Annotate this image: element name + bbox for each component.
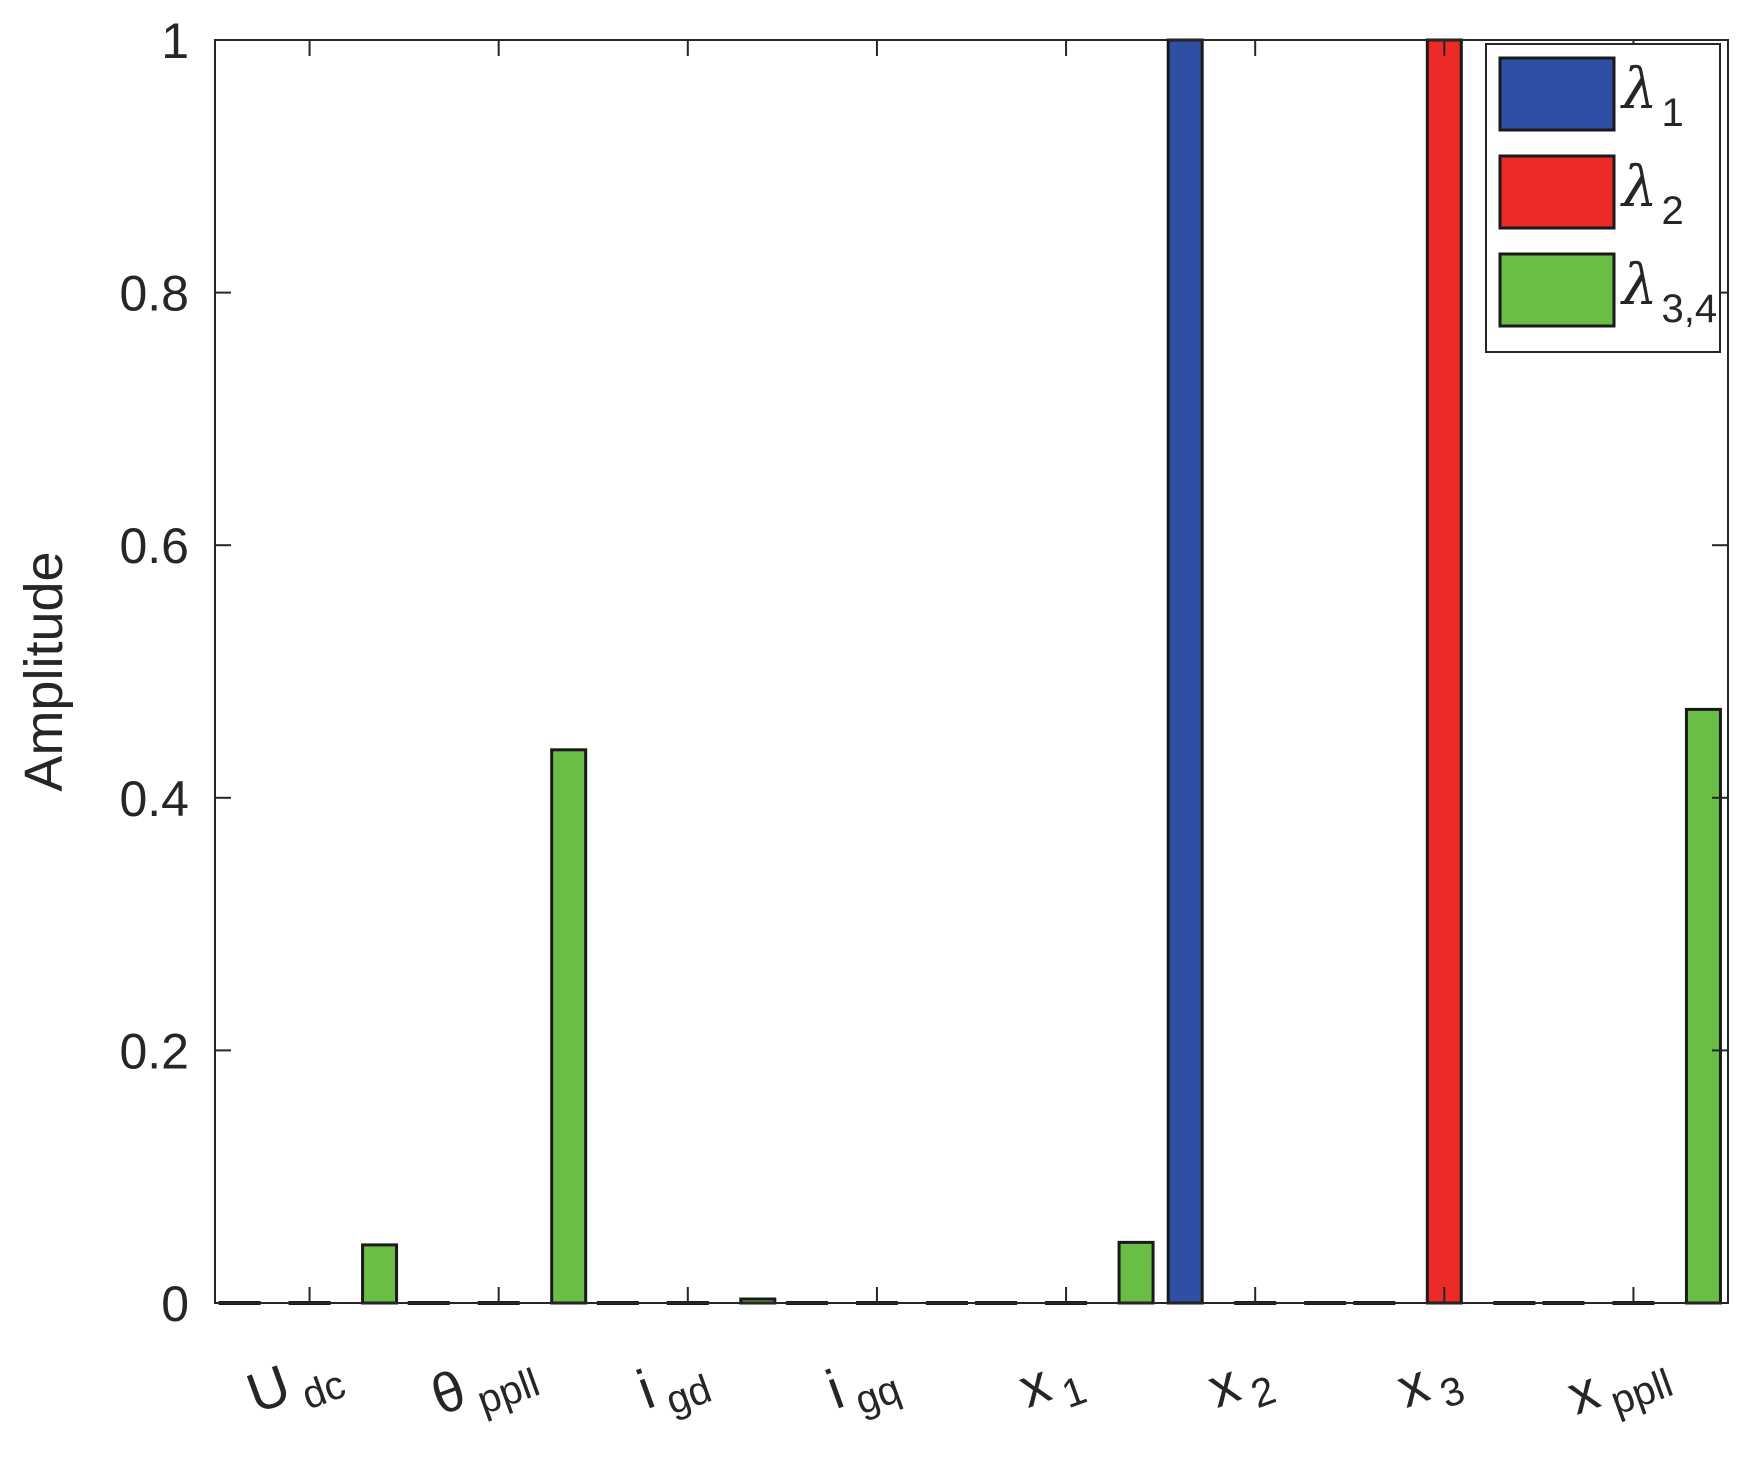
x-tick-label: xppll — [1559, 1333, 1679, 1437]
x-tick-label: x3 — [1389, 1340, 1471, 1430]
legend-swatch-0 — [1498, 56, 1616, 132]
x-tick-label-main: x — [1199, 1351, 1247, 1420]
y-tick-label: 0.2 — [119, 1023, 189, 1079]
legend: λ 1 λ 2 λ 3,4 — [1485, 43, 1721, 353]
y-axis-label: Amplitude — [14, 551, 74, 791]
x-tick-label: igd — [629, 1339, 717, 1431]
x-tick-label-main: x — [1010, 1351, 1058, 1420]
x-tick-label: θppll — [423, 1332, 545, 1437]
legend-swatch-2 — [1498, 252, 1616, 328]
y-tick-label: 0.8 — [119, 266, 189, 322]
y-tick-label: 0.6 — [119, 518, 189, 574]
y-tick-label: 0 — [161, 1276, 189, 1332]
x-tick-label-main: i — [818, 1357, 851, 1420]
x-tick-label: Udc — [239, 1334, 351, 1435]
bar-1-6 — [1425, 38, 1463, 1305]
bar-2-0 — [361, 1243, 399, 1305]
y-tick-labels: 0 0.2 0.4 0.6 0.8 1 — [119, 13, 189, 1332]
x-tick-label: igq — [818, 1339, 906, 1431]
x-tick-label-main: U — [239, 1352, 299, 1425]
bar-2-4 — [1117, 1240, 1155, 1305]
x-tick-label-sub: gq — [849, 1367, 906, 1424]
x-tick-label-sub: 2 — [1245, 1368, 1281, 1417]
x-tick-label: x1 — [1010, 1340, 1092, 1430]
bar-0-5 — [1166, 38, 1204, 1305]
x-tick-label: x2 — [1199, 1340, 1281, 1430]
x-tick-label-sub: gd — [660, 1367, 717, 1424]
x-tick-label-sub: 3 — [1435, 1368, 1471, 1417]
x-tick-label-sub: dc — [296, 1362, 351, 1418]
plot-frame — [214, 39, 1729, 1304]
axes-group — [214, 39, 1729, 1304]
bar-2-1 — [550, 748, 588, 1305]
x-tick-label-main: x — [1389, 1351, 1437, 1420]
x-tick-label-sub: ppll — [1605, 1361, 1679, 1424]
legend-swatch-1 — [1498, 154, 1616, 230]
legend-label-2: λ 3,4 — [1620, 253, 1717, 331]
x-tick-label-sub: ppll — [472, 1361, 546, 1424]
x-tick-label-main: i — [629, 1357, 662, 1420]
y-tick-label: 0.4 — [119, 771, 189, 827]
x-tick-label-main: x — [1559, 1358, 1607, 1427]
x-tick-label-main: θ — [423, 1357, 474, 1427]
x-tick-labels: Udc θppll igd igq x1 x2 x3 xppll — [239, 1332, 1679, 1437]
x-tick-label-sub: 1 — [1056, 1368, 1092, 1417]
y-tick-label: 1 — [161, 13, 189, 69]
